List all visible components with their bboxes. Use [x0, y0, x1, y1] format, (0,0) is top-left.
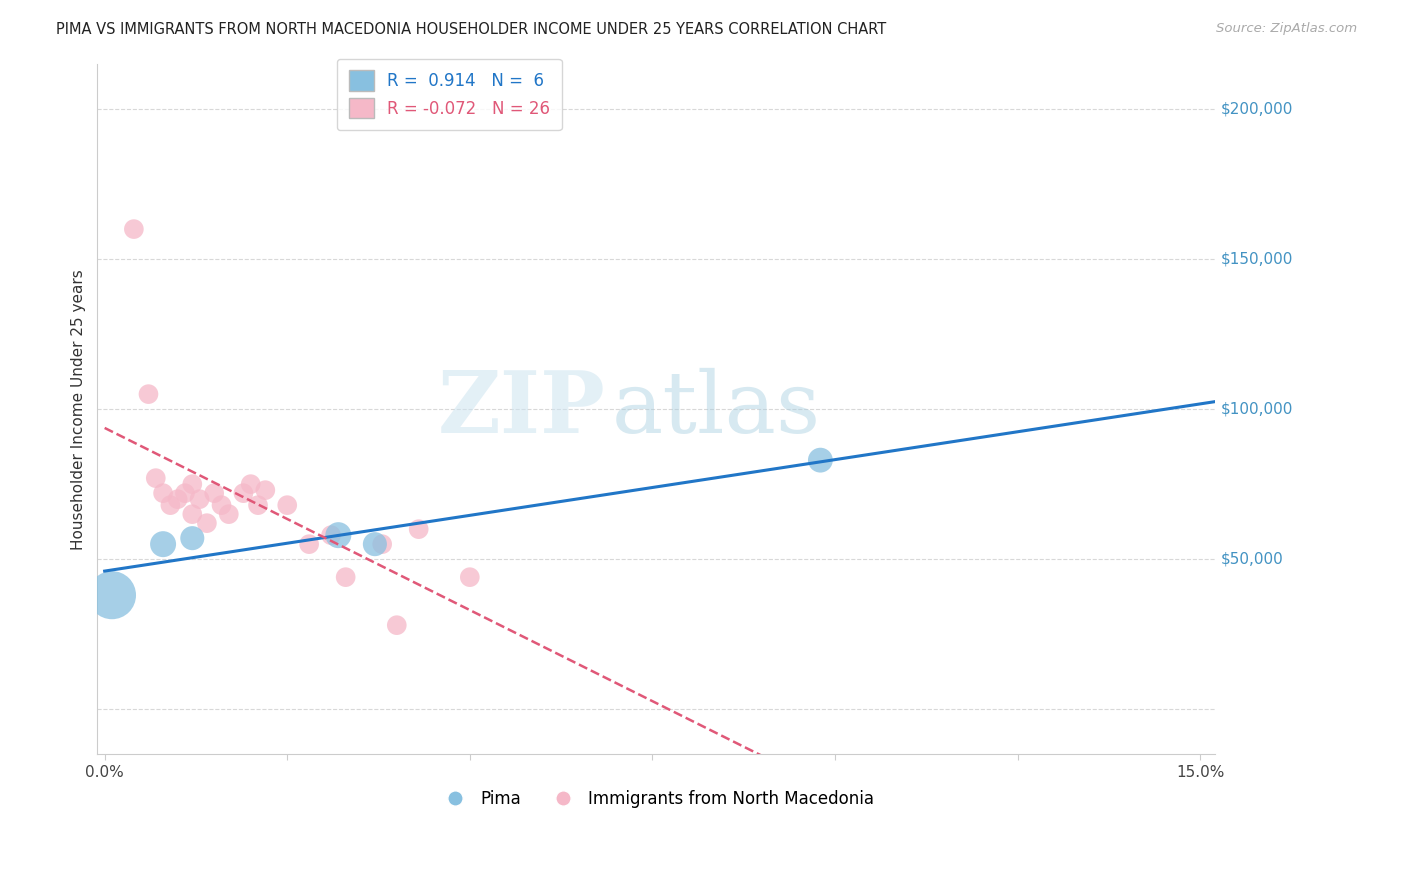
- Text: ZIP: ZIP: [439, 368, 606, 451]
- Point: [181, 477, 204, 491]
- Text: $50,000: $50,000: [1220, 551, 1284, 566]
- Text: $150,000: $150,000: [1220, 252, 1292, 267]
- Point: [195, 516, 218, 531]
- Point: [371, 537, 394, 551]
- Text: atlas: atlas: [612, 368, 821, 450]
- Point: [152, 537, 174, 551]
- Point: [159, 498, 181, 512]
- Point: [218, 507, 240, 521]
- Point: [239, 477, 262, 491]
- Point: [364, 537, 387, 551]
- Y-axis label: Householder Income Under 25 years: Householder Income Under 25 years: [72, 268, 86, 549]
- Point: [408, 522, 430, 536]
- Point: [166, 492, 188, 507]
- Point: [328, 528, 350, 542]
- Text: $100,000: $100,000: [1220, 401, 1292, 417]
- Point: [232, 486, 254, 500]
- Point: [335, 570, 357, 584]
- Point: [458, 570, 481, 584]
- Point: [122, 222, 145, 236]
- Legend: Pima, Immigrants from North Macedonia: Pima, Immigrants from North Macedonia: [432, 783, 880, 815]
- Point: [276, 498, 298, 512]
- Point: [298, 537, 321, 551]
- Point: [101, 588, 124, 602]
- Point: [385, 618, 408, 632]
- Point: [152, 486, 174, 500]
- Point: [319, 528, 342, 542]
- Point: [138, 387, 160, 401]
- Text: PIMA VS IMMIGRANTS FROM NORTH MACEDONIA HOUSEHOLDER INCOME UNDER 25 YEARS CORREL: PIMA VS IMMIGRANTS FROM NORTH MACEDONIA …: [56, 22, 887, 37]
- Point: [202, 486, 225, 500]
- Point: [188, 492, 211, 507]
- Text: Source: ZipAtlas.com: Source: ZipAtlas.com: [1216, 22, 1357, 36]
- Point: [211, 498, 233, 512]
- Point: [808, 453, 831, 467]
- Point: [181, 531, 204, 545]
- Point: [145, 471, 167, 485]
- Point: [181, 507, 204, 521]
- Point: [174, 486, 197, 500]
- Point: [254, 483, 277, 497]
- Text: $200,000: $200,000: [1220, 102, 1292, 117]
- Point: [247, 498, 270, 512]
